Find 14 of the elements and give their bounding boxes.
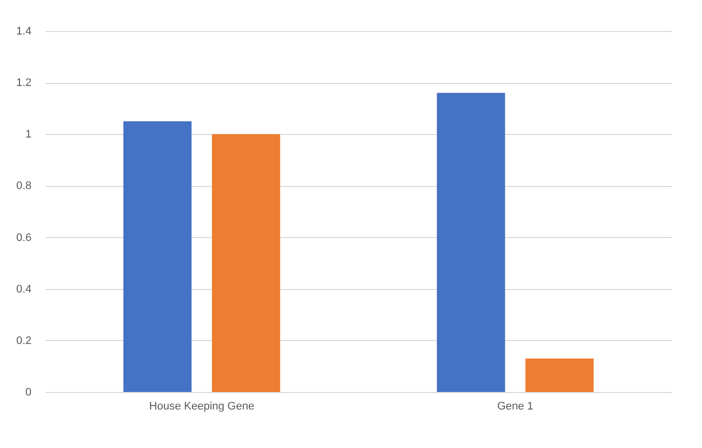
y-tick-label: 0.8	[16, 180, 32, 192]
y-tick-label: 1.2	[16, 77, 32, 90]
y-tick-label: 0.2	[16, 334, 32, 347]
bar	[212, 134, 280, 392]
y-tick-label: 1.4	[16, 26, 32, 38]
x-tick-label: Gene 1	[497, 400, 534, 412]
x-tick-label: House Keeping Gene	[149, 400, 254, 412]
y-tick-label: 0.4	[16, 283, 32, 296]
bar	[436, 92, 506, 392]
bar	[123, 121, 192, 392]
y-tick-label: 1	[25, 128, 32, 141]
y-tick-label: 0	[25, 386, 32, 398]
y-tick-label: 0.6	[16, 232, 32, 244]
bar	[525, 358, 594, 392]
